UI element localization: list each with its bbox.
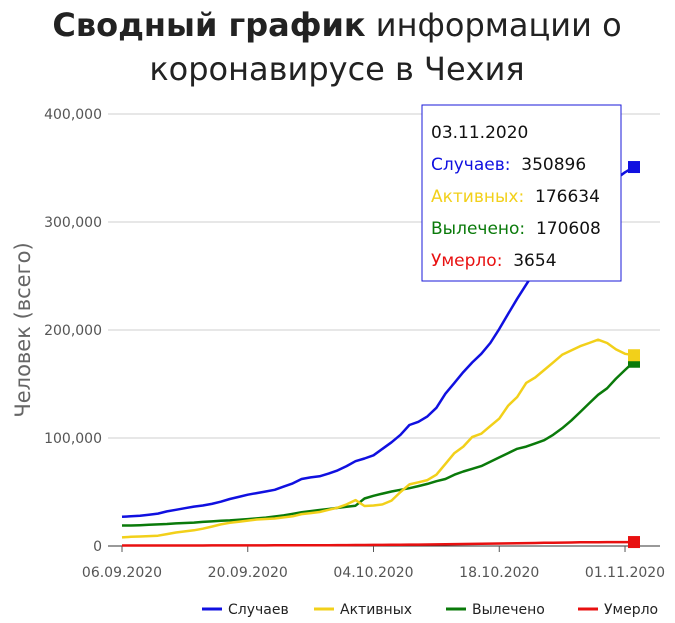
x-ticks: 06.09.2020 20.09.2020 04.10.2020 18.10.2020…: [82, 546, 665, 581]
tooltip-row-label: Умерло:: [431, 251, 502, 271]
tooltip: 03.11.2020 Случаев: 350896 Активных: 17663…: [421, 104, 622, 282]
end-marker-1: [628, 349, 640, 362]
x-tick-label: 06.09.2020: [82, 565, 162, 581]
y-tick-label: 100,000: [44, 431, 102, 447]
tooltip-row-label: Активных:: [431, 187, 524, 207]
x-tick-label: 20.09.2020: [208, 565, 288, 581]
tooltip-row-value: 350896: [510, 155, 586, 175]
legend-label: Случаев: [228, 602, 289, 618]
chart-title-bold: Сводный график: [52, 6, 366, 44]
x-tick-label: 01.11.2020: [585, 565, 665, 581]
legend-label: Вылечено: [472, 602, 545, 618]
tooltip-row: Умерло: 3654: [431, 251, 557, 271]
tooltip-row: Вылечено: 170608: [431, 219, 601, 239]
y-tick-label: 400,000: [44, 107, 102, 123]
end-marker-3: [628, 536, 640, 549]
tooltip-box: [421, 104, 622, 282]
chart-title-rest: информации о: [366, 6, 622, 44]
legend-item-0[interactable]: Случаев: [202, 602, 289, 618]
legend-item-1[interactable]: Активных: [314, 602, 412, 618]
series-line-3: [122, 540, 634, 547]
tooltip-row-value: 176634: [524, 187, 600, 207]
x-tick-label: 04.10.2020: [333, 565, 413, 581]
legend-label: Умерло: [604, 602, 658, 618]
chart-title-line1: Сводный график информации о: [52, 6, 621, 44]
x-tick-label: 18.10.2020: [459, 565, 539, 581]
y-tick-label: 200,000: [44, 323, 102, 339]
chart-title-line2: коронавирусе в Чехия: [149, 50, 524, 88]
end-markers: [628, 161, 640, 549]
tooltip-row-label: Вылечено:: [431, 219, 525, 239]
tooltip-row: Активных: 176634: [431, 187, 600, 207]
legend-item-3[interactable]: Умерло: [578, 602, 658, 618]
y-tick-label: 0: [93, 539, 102, 555]
y-ticks: 0 100,000 200,000 300,000 400,000: [44, 107, 102, 555]
tooltip-row-value: 170608: [525, 219, 601, 239]
series-line-1: [121, 338, 635, 539]
y-axis-label: Человек (всего): [11, 242, 35, 417]
tooltip-row-value: 3654: [502, 251, 556, 271]
legend-label: Активных: [340, 602, 412, 618]
y-tick-label: 300,000: [44, 215, 102, 231]
tooltip-date: 03.11.2020: [431, 123, 528, 143]
end-marker-0: [628, 161, 640, 174]
tooltip-row-label: Случаев:: [431, 155, 510, 175]
tooltip-row: Случаев: 350896: [431, 155, 586, 175]
series-line-2: [122, 360, 635, 527]
legend[interactable]: Случаев Активных Вылечено Умерло: [202, 602, 658, 618]
legend-item-2[interactable]: Вылечено: [446, 602, 545, 618]
